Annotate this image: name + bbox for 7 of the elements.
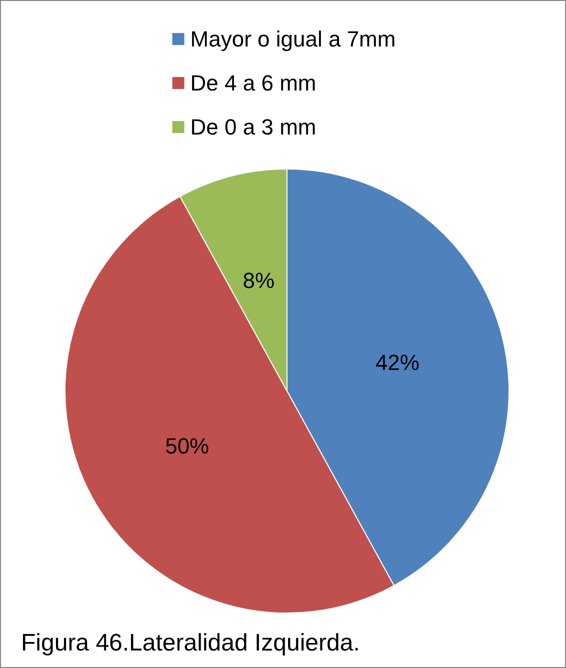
data-label: 50%: [165, 433, 210, 458]
text: Figura 46.Lateralidad Izquierda.: [21, 630, 360, 656]
data-label: 42%: [375, 350, 420, 376]
legend-label: Mayor o igual a 7mm: [190, 26, 396, 52]
legend-label: De 0 a 3 mm: [190, 114, 316, 140]
data-label: 8%: [242, 268, 275, 294]
legend-label: De 4 a 6 mm: [190, 70, 316, 96]
